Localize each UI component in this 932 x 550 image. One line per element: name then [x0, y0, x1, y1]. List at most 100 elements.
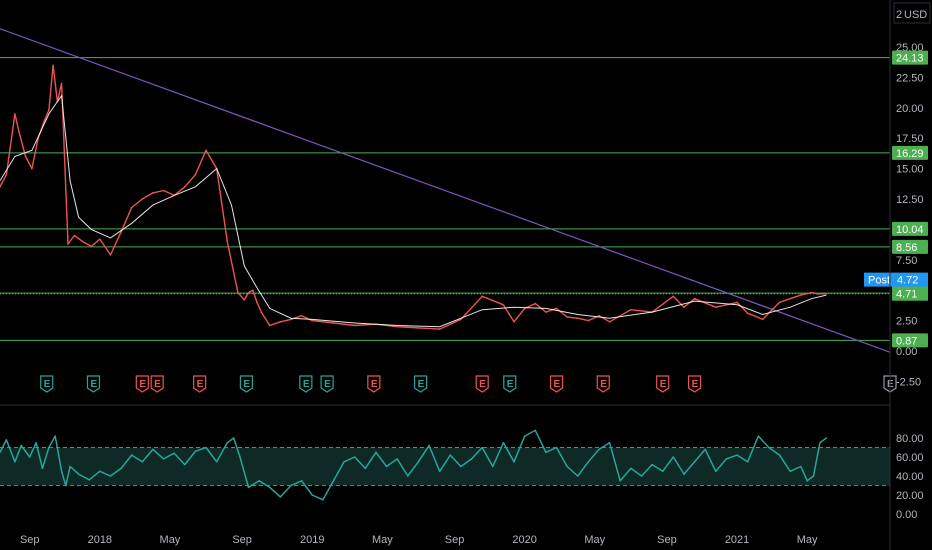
earnings-shape	[656, 375, 670, 393]
price-point	[460, 318, 462, 321]
earnings-marker[interactable]: E	[596, 375, 610, 393]
rsi-point	[332, 479, 335, 482]
rsi-point	[69, 465, 71, 468]
rsi-point	[513, 460, 515, 463]
price-point	[761, 318, 764, 321]
price-point	[183, 186, 186, 188]
price-point	[332, 322, 335, 324]
rsi-point	[14, 460, 16, 463]
moving-average-line[interactable]	[0, 94, 827, 328]
rsi-point	[407, 475, 409, 477]
price-axis-tick: 0.00	[896, 346, 917, 358]
current-price-label: 4.71	[896, 289, 917, 301]
price-point	[18, 131, 20, 133]
rsi-pane[interactable]: 80.00 60.00 40.00 20.00 0.00	[0, 429, 924, 521]
rsi-point	[608, 441, 611, 444]
price-point	[226, 240, 229, 243]
price-point	[481, 295, 483, 298]
rsi-point	[364, 467, 367, 470]
price-point	[353, 324, 356, 327]
earnings-marker[interactable]: E	[656, 375, 670, 393]
earnings-label: E	[324, 379, 331, 390]
price-point	[753, 314, 755, 317]
rsi-point	[268, 486, 271, 489]
price-point	[778, 301, 781, 304]
earnings-marker[interactable]: E	[320, 375, 334, 393]
earnings-marker[interactable]: E	[367, 375, 381, 393]
rsi-point	[768, 446, 770, 449]
time-axis-tick: 2018	[88, 534, 112, 546]
rsi-point	[194, 450, 197, 453]
price-series-line[interactable]	[0, 64, 827, 330]
rsi-line[interactable]	[0, 429, 827, 501]
price-point	[0, 186, 1, 188]
earnings-marker[interactable]: E	[150, 375, 164, 393]
earnings-shape	[193, 375, 207, 393]
post-market-title: Post	[868, 275, 890, 287]
price-point	[555, 307, 558, 310]
price-point	[311, 319, 314, 322]
price-point	[24, 155, 27, 158]
rsi-point	[385, 465, 388, 468]
price-point	[396, 325, 399, 328]
earnings-marker[interactable]: E	[299, 375, 313, 393]
rsi-point	[523, 435, 526, 437]
rsi-point	[799, 465, 802, 468]
earnings-marker[interactable]: E	[86, 375, 101, 393]
level-label-box	[892, 50, 928, 65]
earnings-shape	[549, 375, 564, 393]
price-point	[5, 173, 8, 176]
rsi-point	[183, 463, 186, 466]
rsi-point	[545, 451, 547, 454]
earnings-marker[interactable]: E	[40, 375, 54, 393]
price-point	[545, 311, 547, 313]
post-market-label-box	[864, 272, 928, 287]
price-pane[interactable]: 25.0022.5020.0017.5015.0012.5010.007.505…	[0, 28, 928, 393]
rsi-point	[65, 484, 67, 487]
trendline[interactable]	[0, 28, 891, 353]
price-point	[48, 109, 50, 112]
level-label-box	[892, 333, 928, 348]
level-label: 16.29	[896, 148, 924, 160]
rsi-point	[449, 454, 452, 456]
earnings-marker[interactable]: E	[475, 375, 489, 393]
level-label-box	[892, 145, 928, 160]
rsi-axis-tick: 80.00	[896, 433, 924, 445]
rsi-point	[54, 435, 57, 437]
rsi-point	[0, 451, 1, 454]
earnings-label: E	[600, 379, 607, 390]
rsi-axis-tick: 0.00	[896, 509, 917, 521]
rsi-point	[757, 435, 760, 437]
time-axis-tick: Sep	[657, 534, 677, 546]
price-axis-tick: -2.50	[896, 376, 921, 388]
rsi-axis-tick: 20.00	[896, 490, 924, 502]
earnings-marker[interactable]: E	[135, 375, 149, 393]
price-point	[693, 297, 696, 300]
chart-overlays: Sep 2018 May Sep 2019 May Sep 2020 May Sep 2021 May	[0, 0, 891, 550]
price-point	[438, 328, 441, 330]
rsi-point	[417, 460, 420, 463]
earnings-marker[interactable]: E	[503, 375, 517, 393]
rsi-point	[819, 441, 821, 444]
earnings-marker[interactable]: E	[239, 375, 253, 393]
price-point	[746, 312, 749, 315]
earnings-marker[interactable]: E	[413, 375, 428, 393]
rsi-point	[598, 448, 600, 451]
earnings-marker[interactable]: E	[549, 375, 564, 393]
rsi-point	[438, 470, 441, 473]
earnings-shape	[367, 375, 381, 393]
rsi-point	[704, 448, 707, 451]
price-point	[825, 292, 828, 295]
rsi-point	[491, 465, 494, 468]
rsi-point	[470, 458, 473, 460]
earnings-marker[interactable]: E	[193, 375, 207, 393]
earnings-marker[interactable]: E	[687, 375, 702, 393]
post-market-price: 4.72	[897, 275, 918, 287]
rsi-band-fill	[0, 447, 890, 486]
rsi-point	[396, 458, 399, 460]
price-point	[67, 243, 69, 245]
earnings-shape	[239, 375, 253, 393]
price-point	[608, 321, 611, 323]
earnings-shape	[320, 375, 334, 393]
